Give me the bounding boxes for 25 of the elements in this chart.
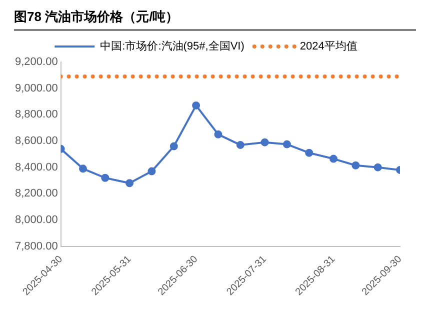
y-tick-label: 8,200.00 — [14, 188, 58, 200]
point — [236, 140, 244, 149]
y-tick-label: 9,200.00 — [14, 56, 58, 68]
legend-label: 中国:市场价:汽油(95#,全国VI) — [100, 40, 244, 53]
y-tick-label: 8,600.00 — [14, 135, 58, 148]
point — [374, 163, 382, 172]
point — [78, 164, 87, 173]
chart-title: 图78 汽油市场价格（元/吨） — [13, 8, 180, 26]
point — [148, 167, 156, 176]
y-tick-label: 8,000.00 — [14, 214, 58, 226]
point — [305, 148, 314, 157]
point — [101, 174, 110, 182]
legend-label: 2024平均值 — [300, 40, 358, 53]
point — [192, 101, 200, 110]
y-tick-label: 8,800.00 — [14, 108, 58, 121]
point — [170, 142, 178, 150]
point — [214, 130, 222, 138]
y-tick-label: 7,800.00 — [14, 240, 58, 252]
y-tick-label: 8,400.00 — [14, 161, 58, 174]
y-tick-label: 9,000.00 — [14, 82, 58, 94]
point — [352, 161, 360, 170]
point — [260, 138, 269, 146]
point — [126, 179, 134, 188]
point — [329, 154, 338, 163]
point — [282, 140, 291, 148]
